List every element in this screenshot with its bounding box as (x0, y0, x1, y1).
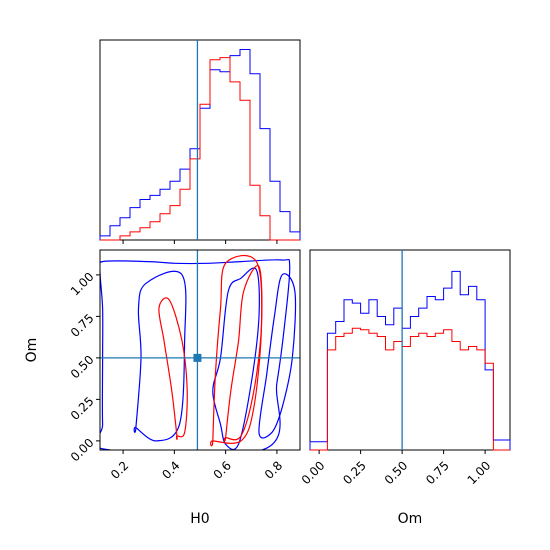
h0-hist-series-1 (100, 57, 300, 241)
contour-series-0-level-3 (258, 273, 297, 439)
contour-truth-marker (193, 353, 202, 362)
h0-axis-tick-label-1: 0.4 (159, 458, 182, 481)
om-axis-tick-label-2: 0.50 (68, 353, 97, 382)
h0-hist-frame (99, 39, 301, 241)
contour-series-0-level-2 (133, 270, 187, 442)
contour-lines (100, 254, 297, 450)
x-axis-label-h0: H0 (190, 511, 209, 527)
om-axis-tick-label-0: 0.00 (68, 436, 97, 465)
contour-series-1-level-0 (223, 264, 263, 442)
axis-labels: H0 Om Om (24, 338, 422, 527)
om-hist-axis-tick-label-1: 0.25 (340, 458, 369, 487)
om-hist-series-1 (310, 327, 510, 451)
om-marginal-histogram: 0.00 0.25 0.50 0.75 1.00 (299, 249, 511, 487)
contour-frame (99, 249, 301, 451)
om-hist-axis-tick-label-0: 0.00 (299, 458, 328, 487)
contour-series-1-level-2 (210, 254, 263, 447)
h0-marginal-histogram (99, 39, 301, 244)
x-axis-label-om: Om (398, 511, 423, 527)
h0-axis-tick-label-0: 0.2 (108, 458, 131, 481)
h0-axis-tick-label-3: 0.8 (262, 458, 285, 481)
om-axis-tick-label-4: 1.00 (68, 270, 97, 299)
contour-series-0-level-1 (212, 267, 260, 450)
om-hist-frame (309, 249, 511, 451)
h0-om-contour-panel: 0.2 0.4 0.6 0.8 0.00 0.25 0.50 0.75 1.00 (68, 249, 301, 482)
om-hist-axis-tick-label-3: 0.75 (423, 458, 452, 487)
y-axis-label-om: Om (24, 338, 40, 363)
contour-series-0-level-0 (100, 258, 291, 450)
om-hist-axis-tick-label-4: 1.00 (465, 458, 494, 487)
om-axis-tick-label-1: 0.25 (68, 394, 97, 423)
om-axis-tick-label-3: 0.75 (68, 311, 97, 340)
om-hist-axis-tick-label-2: 0.50 (382, 458, 411, 487)
om-hist-series-0 (309, 270, 511, 450)
contour-series-1-level-1 (158, 297, 188, 440)
h0-axis-tick-label-2: 0.6 (211, 458, 234, 481)
